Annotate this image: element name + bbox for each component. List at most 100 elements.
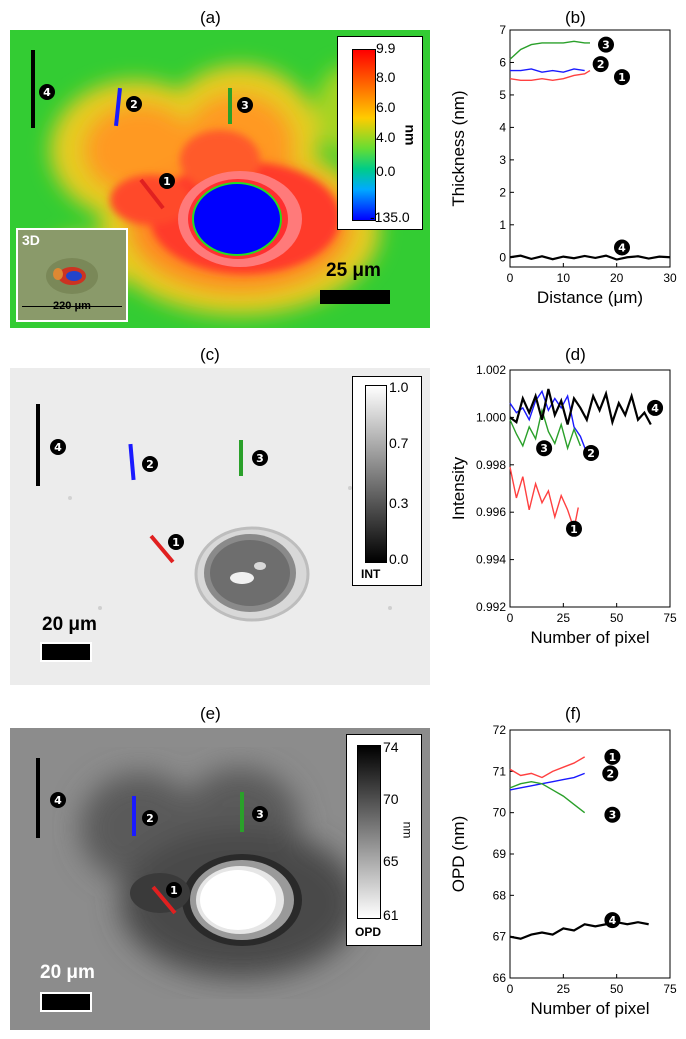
marker-badge-3: 3 [252,806,268,822]
panel-a-label: (a) [200,8,221,27]
marker-badge-1: 1 [604,748,621,765]
marker-badge-2: 2 [583,444,600,461]
panel-f-label: (f) [565,704,582,723]
svg-text:4: 4 [618,242,626,255]
y-tick-label: 0.998 [476,458,506,472]
y-tick-label: 2 [499,185,506,199]
panel-e-opd-image: 74 70 65 61 nm OPD 20 μm [10,728,430,1030]
panel-e-markers: 1 2 3 4 [50,792,268,898]
svg-text:3: 3 [540,442,548,455]
series-line-3 [509,40,590,60]
marker-badge-3: 3 [252,450,268,466]
y-tick-label: 6 [499,55,506,69]
colorbar-a-tick: -135.0 [370,209,410,225]
series-line-3 [509,407,582,451]
marker-badge-4: 4 [50,792,66,808]
panel-e-label: (e) [200,704,221,723]
colorbar-a-frame: 9.9 8.0 6.0 4.0 0.0 -135.0 nm [337,36,423,230]
x-tick-label: 25 [557,611,571,625]
marker-badge-1: 1 [168,534,184,550]
y-axis-label: Intensity [449,456,468,520]
x-tick-label: 10 [557,271,571,285]
colorbar-a-tick: 0.0 [376,163,396,179]
svg-text:3: 3 [256,452,264,465]
x-tick-label: 20 [610,271,624,285]
svg-text:3: 3 [256,808,264,821]
marker-badge-3: 3 [598,36,614,53]
panel-a-markers: 1 2 3 4 [39,84,253,189]
y-tick-label: 67 [493,930,507,944]
chart-d: 0 25 50 75 0.992 0.994 0.996 0.998 1.000 1.002 Num… [449,363,677,647]
inset-3d-tag: 3D [22,232,40,248]
marker-badge-1: 1 [166,882,182,898]
colorbar-a-tick: 6.0 [376,99,396,115]
plot-frame [509,729,671,979]
y-tick-label: 0.992 [476,600,506,614]
marker-badge-4: 4 [39,84,55,100]
svg-text:1: 1 [172,536,180,549]
colorbar-e-gradient [357,745,381,919]
colorbar-c-frame: 1.0 0.7 0.3 0.0 INT [352,376,422,586]
colorbar-e-title: OPD [355,925,382,939]
marker-badge-3: 3 [536,440,553,457]
svg-text:1: 1 [170,884,178,897]
marker-badge-2: 2 [592,56,609,73]
x-tick-label: 0 [507,271,514,285]
x-tick-label: 30 [663,271,677,285]
y-tick-label: 1 [499,218,506,232]
series-line-2 [509,389,588,454]
scalebar-c-label: 20 μm [42,614,97,635]
svg-text:4: 4 [54,794,62,807]
svg-text:2: 2 [597,58,605,71]
y-tick-label: 1.000 [476,410,506,424]
colorbar-e-tick: 65 [383,853,399,869]
x-tick-label: 50 [610,982,624,996]
colorbar-a-tick: 4.0 [376,129,396,145]
marker-badge-1: 1 [614,69,630,86]
scalebar-a-bar [320,290,390,304]
colorbar-e-tick: 74 [383,739,399,755]
colorbar-c-tick: 0.7 [389,435,409,451]
svg-text:4: 4 [43,86,51,99]
svg-text:1: 1 [609,751,617,764]
panel-a-thickness-map: 9.9 8.0 6.0 4.0 0.0 -135.0 nm 3D 220 μm … [10,30,430,328]
y-tick-label: 0.996 [476,505,506,519]
scalebar-a-label: 25 μm [326,260,381,281]
series-line-2 [509,772,585,791]
series-line-3 [509,780,586,814]
svg-text:4: 4 [651,402,659,415]
inset-width-arrow [22,306,122,307]
svg-text:3: 3 [241,99,249,112]
profile-line-4 [36,404,40,486]
colorbar-c-tick: 1.0 [389,379,409,395]
plot-frame [509,29,671,268]
svg-text:1: 1 [163,175,171,188]
scalebar-c-bar [40,642,92,662]
scalebar-e-bar [40,992,92,1012]
marker-badge-1: 1 [566,520,582,537]
y-tick-label: 1.002 [476,363,506,377]
x-axis-label: Number of pixel [530,999,649,1018]
marker-badge-2: 2 [142,810,158,826]
svg-text:2: 2 [130,98,138,111]
marker-badge-3: 3 [604,806,621,823]
series-line-1 [509,756,586,779]
svg-text:3: 3 [602,39,610,52]
series-line-1 [509,467,579,532]
marker-badge-2: 2 [602,765,619,782]
y-tick-label: 0 [499,250,506,264]
svg-text:2: 2 [146,458,154,471]
y-tick-label: 3 [499,153,506,167]
profile-line-2 [132,796,136,836]
y-tick-label: 71 [493,764,507,778]
y-axis-label: OPD (nm) [449,816,468,893]
marker-badge-4: 4 [647,399,664,416]
svg-text:1: 1 [570,523,578,536]
y-axis-label: Thickness (nm) [449,90,468,206]
series-line-4 [509,921,649,940]
svg-text:4: 4 [54,441,62,454]
x-axis-label: Distance (μm) [537,288,643,307]
series-line-4 [509,388,652,427]
colorbar-c-unit: INT [361,567,381,581]
